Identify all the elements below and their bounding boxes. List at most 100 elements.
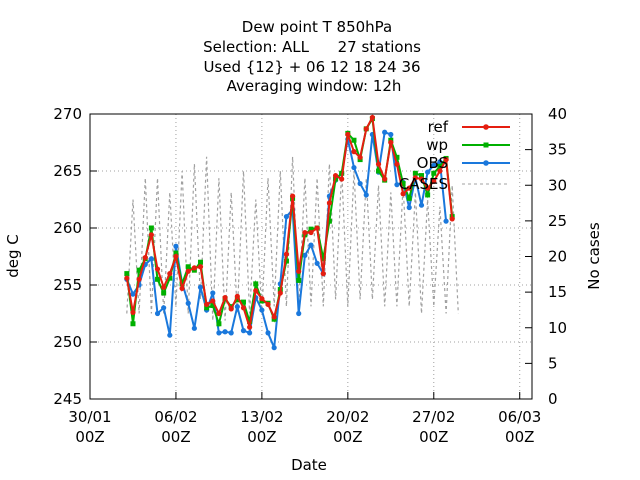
data-point-wp: [130, 321, 136, 327]
data-point-ref: [124, 275, 130, 281]
x-tick-label-date: 20/02: [326, 408, 369, 426]
data-point-ref: [332, 172, 339, 179]
y-tick-label: 250: [53, 333, 82, 351]
grid: [90, 114, 532, 399]
data-point-ref: [247, 324, 253, 330]
data-point-obs: [363, 192, 369, 198]
data-point-ref: [173, 253, 179, 260]
legend-marker-ref: [483, 124, 489, 130]
data-point-ref: [222, 294, 228, 301]
data-point-obs: [240, 328, 247, 334]
data-point-ref: [265, 301, 271, 307]
data-point-wp: [167, 275, 173, 281]
data-point-wp: [204, 305, 210, 311]
data-point-ref: [185, 268, 191, 274]
data-point-ref: [216, 310, 222, 317]
data-point-obs: [425, 169, 431, 175]
y2-tick-label: 15: [548, 283, 567, 301]
data-point-obs: [388, 131, 394, 138]
data-point-ref: [154, 266, 161, 272]
x-axis-label: Date: [291, 456, 327, 474]
y-tick-label: 255: [53, 276, 82, 294]
data-point-obs: [308, 242, 314, 248]
legend-label-obs: OBS: [417, 154, 448, 172]
y2-axis-label: No cases: [585, 222, 603, 290]
data-point-ref: [314, 225, 320, 231]
data-point-ref: [443, 157, 449, 163]
data-point-ref: [289, 193, 296, 199]
data-point-obs: [234, 304, 240, 310]
y2-tick-label: 30: [548, 176, 567, 194]
data-point-ref: [136, 276, 142, 282]
data-point-ref: [197, 264, 204, 270]
data-point-obs: [283, 214, 290, 220]
data-point-wp: [419, 173, 424, 179]
data-point-obs: [247, 330, 253, 336]
data-point-obs: [161, 305, 167, 311]
data-point-wp: [148, 225, 154, 231]
data-point-ref: [161, 284, 167, 290]
x-tick-label-date: 13/02: [240, 408, 283, 426]
data-point-obs: [197, 284, 204, 290]
data-point-wp: [394, 154, 400, 160]
y-tick-label: 270: [53, 105, 82, 123]
data-point-obs: [210, 290, 216, 296]
data-point-obs: [443, 218, 449, 224]
legend-label-wp: wp: [426, 136, 448, 154]
y2-tick-label: 40: [548, 105, 567, 123]
y2-tick-label: 25: [548, 212, 567, 230]
data-point-wp: [431, 170, 437, 176]
title-line-2: Selection: ALL 27 stations: [203, 38, 421, 56]
data-point-obs: [148, 256, 154, 262]
data-point-ref: [148, 232, 154, 238]
y2-tick-label: 5: [548, 354, 558, 372]
data-point-ref: [412, 175, 418, 181]
x-tick-label-date: 30/01: [68, 408, 111, 426]
data-point-ref: [406, 185, 412, 191]
data-point-obs: [357, 180, 363, 187]
y-tick-label: 245: [53, 390, 82, 408]
data-point-ref: [179, 285, 185, 292]
data-point-wp: [376, 168, 382, 174]
title-line-4: Averaging window: 12h: [227, 77, 402, 95]
plot-border: [89, 113, 533, 400]
data-point-ref: [240, 305, 247, 311]
data-point-wp: [173, 250, 179, 256]
x-tick-label-date: 27/02: [412, 408, 455, 426]
data-point-ref: [357, 154, 363, 160]
y-tick-label: 265: [53, 162, 82, 180]
data-point-wp: [136, 267, 142, 273]
data-point-obs: [406, 204, 412, 211]
y2-tick-label: 20: [548, 248, 567, 266]
data-point-ref: [234, 293, 240, 299]
data-point-wp: [234, 297, 240, 303]
x-tick-label-hour: 00Z: [247, 428, 276, 446]
data-point-obs: [185, 300, 191, 306]
legend-marker-wp: [483, 142, 489, 148]
data-point-obs: [431, 162, 437, 168]
title-line-3: Used {12} + 06 12 18 24 36: [203, 58, 420, 76]
data-point-wp: [308, 226, 314, 232]
data-point-wp: [240, 299, 246, 305]
data-point-ref: [142, 255, 148, 261]
data-point-ref: [271, 314, 277, 320]
data-point-wp: [400, 181, 406, 187]
data-point-obs: [271, 345, 277, 351]
data-point-obs: [191, 325, 197, 331]
data-point-ref: [296, 268, 302, 274]
data-point-ref: [191, 265, 197, 271]
data-point-wp: [406, 195, 412, 201]
x-tick-label-hour: 00Z: [75, 428, 104, 446]
data-point-ref: [449, 216, 455, 222]
data-point-obs: [167, 332, 173, 338]
x-tick-label-date: 06/03: [498, 408, 541, 426]
x-tick-label-hour: 00Z: [419, 428, 448, 446]
data-point-wp: [161, 290, 167, 296]
data-point-ref: [363, 126, 369, 132]
data-point-wp: [425, 192, 431, 198]
data-point-wp: [185, 264, 191, 270]
legend-label-ref: ref: [428, 118, 449, 136]
data-point-wp: [253, 281, 259, 287]
data-point-obs: [296, 310, 302, 317]
